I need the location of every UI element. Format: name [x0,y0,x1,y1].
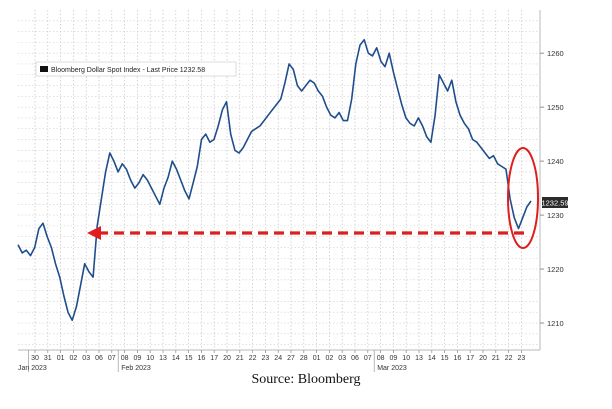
month-label: Mar 2023 [377,365,407,372]
legend-swatch [40,66,48,72]
x-axis: 30 31 01 02 03 06 07 08 09 10 13 14 15 16 17 20 21 22 23 24… [31,350,525,362]
x-tick-label: 16 [198,355,206,362]
y-tick-label: 1240 [547,157,564,166]
horizontal-gridlines [18,20,540,345]
x-tick-label: 21 [236,355,244,362]
x-tick-label: 03 [82,355,90,362]
support-arrow-head [87,226,101,240]
legend-label: Bloomberg Dollar Spot Index - Last Price… [51,67,205,74]
month-label: Feb 2023 [121,365,151,372]
x-tick-label: 15 [185,355,193,362]
x-tick-label: 30 [31,355,39,362]
x-tick-label: 14 [428,355,436,362]
x-tick-label: 06 [95,355,103,362]
x-tick-label: 17 [466,355,474,362]
x-tick-label: 03 [338,355,346,362]
month-label: Jan 2023 [18,365,47,372]
x-tick-label: 02 [326,355,334,362]
last-value-tag: 1232.59 [541,197,569,208]
x-tick-label: 15 [441,355,449,362]
x-tick-label: 22 [249,355,257,362]
dollar-index-chart: 1210 1220 1230 1240 1250 1260 30 31 01 02 03 06 07 0… [17,10,569,372]
x-tick-label: 09 [390,355,398,362]
x-tick-label: 20 [479,355,487,362]
x-tick-label: 21 [492,355,500,362]
x-axis-months: Jan 2023 Feb 2023 Mar 2023 [18,350,407,372]
x-tick-label: 14 [172,355,180,362]
x-tick-label: 10 [146,355,154,362]
x-tick-label: 28 [300,355,308,362]
x-tick-label: 01 [313,355,321,362]
last-value-label: 1232.59 [541,199,568,208]
x-tick-label: 08 [377,355,385,362]
y-tick-label: 1250 [547,103,564,112]
x-tick-label: 01 [57,355,65,362]
x-tick-label: 06 [351,355,359,362]
y-tick-label: 1210 [547,319,564,328]
highlight-circle [507,147,539,249]
x-tick-label: 09 [134,355,142,362]
x-tick-label: 24 [274,355,282,362]
x-tick-label: 31 [44,355,52,362]
y-tick-label: 1220 [547,265,564,274]
x-tick-label: 10 [402,355,410,362]
x-tick-label: 13 [159,355,167,362]
y-axis: 1210 1220 1230 1240 1250 1260 [540,49,564,328]
x-tick-label: 23 [518,355,526,362]
series-line [17,38,532,322]
x-tick-label: 27 [287,355,295,362]
y-tick-label: 1260 [547,49,564,58]
x-tick-label: 22 [505,355,513,362]
x-tick-label: 16 [454,355,462,362]
x-tick-label: 08 [121,355,129,362]
x-tick-label: 17 [210,355,218,362]
x-tick-label: 20 [223,355,231,362]
x-tick-label: 07 [364,355,372,362]
vertical-gridlines [34,10,522,350]
x-tick-label: 23 [262,355,270,362]
y-tick-label: 1230 [547,211,564,220]
x-tick-label: 02 [70,355,78,362]
source-caption: Source: Bloomberg [251,372,361,387]
x-tick-label: 07 [108,355,116,362]
x-tick-label: 13 [415,355,423,362]
legend: Bloomberg Dollar Spot Index - Last Price… [35,61,237,77]
